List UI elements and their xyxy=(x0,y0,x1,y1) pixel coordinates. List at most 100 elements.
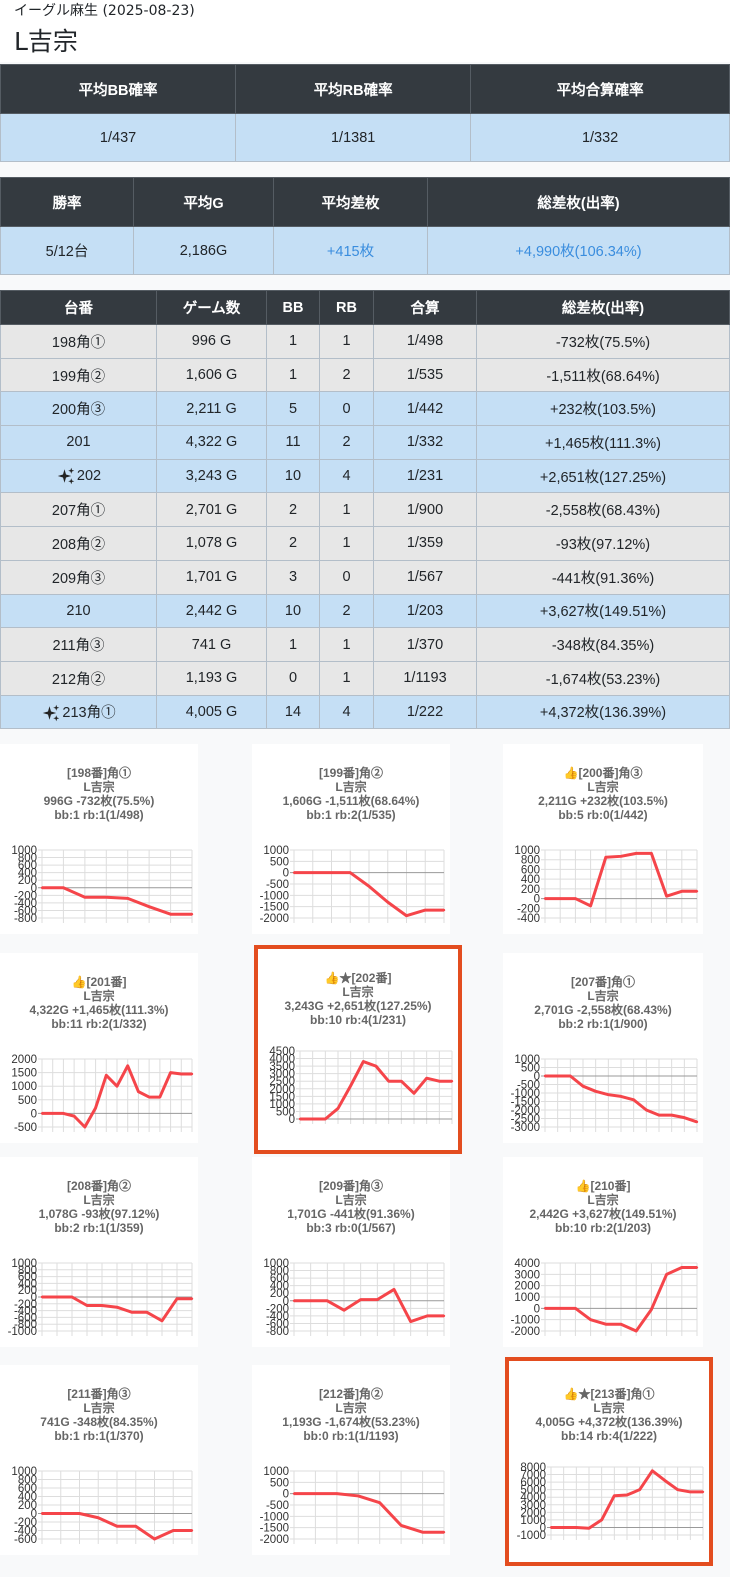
games-cell: 4,005 G xyxy=(156,694,267,730)
y-tick-label: 500 xyxy=(270,1477,289,1489)
chart-model: L吉宗 xyxy=(83,780,115,794)
col-total-prob[interactable]: 合算 xyxy=(373,290,477,325)
data-point xyxy=(83,1125,87,1129)
total-prob-cell: 1/1193 xyxy=(373,660,477,696)
chart-title: [208番]角② xyxy=(66,1179,131,1193)
y-tick-label: 200 xyxy=(270,1288,289,1300)
chart-bonus: bb:2 rb:1(1/900) xyxy=(558,1017,648,1031)
rb-cell-text: 4 xyxy=(342,703,351,720)
machine-number-text: 200角③ xyxy=(51,402,106,419)
table-row[interactable]: 212角② 1,193 G 0 1 1/1193 -1,674枚(53.23%) xyxy=(0,660,730,696)
y-tick-label: 600 xyxy=(521,864,540,876)
total-prob-cell: 1/498 xyxy=(373,324,477,359)
chart-summary: 2,211G +232枚(103.5%) xyxy=(538,794,668,808)
y-tick-label: 600 xyxy=(18,1483,37,1495)
data-point xyxy=(40,886,44,889)
data-point xyxy=(311,1117,314,1121)
chart-card[interactable]: 👍[201番] L吉宗 4,322G +1,465枚(111.3%) bb:11 rb… xyxy=(0,953,198,1143)
y-tick-label: -2000 xyxy=(511,1326,540,1338)
chart-summary: 2,701G -2,558枚(68.43%) xyxy=(534,1003,672,1017)
table-row[interactable]: 213角① 4,005 G 14 4 1/222 +4,372枚(136.39%) xyxy=(0,694,730,730)
table-row[interactable]: 200角③ 2,211 G 5 0 1/442 +232枚(103.5%) xyxy=(0,391,730,427)
data-point xyxy=(145,1311,149,1314)
chart-summary: 3,243G +2,651枚(127.25%) xyxy=(284,999,432,1013)
table-row[interactable]: 208角② 1,078 G 2 1 1/359 -93枚(97.12%) xyxy=(0,526,730,561)
rb-cell-text: 1 xyxy=(342,670,351,687)
data-point xyxy=(651,1469,654,1472)
machine-table: 台番 ゲーム数 BB RB 合算 総差枚(出率) 198角① 996 G 1 1 1/4… xyxy=(0,290,730,730)
rb-cell-text: 2 xyxy=(342,367,351,384)
y-tick-label: 200 xyxy=(18,875,37,887)
y-tick-label: 1000 xyxy=(11,1258,37,1270)
bb-cell: 14 xyxy=(266,694,320,730)
chart-bonus: bb:5 rb:0(1/442) xyxy=(558,808,648,822)
bb-cell: 3 xyxy=(266,559,320,595)
data-point xyxy=(683,1116,686,1119)
chart-card[interactable]: [199番]角② L吉宗 1,606G -1,511枚(68.64%) bb:1 rb… xyxy=(252,744,450,934)
win-rate-value: 5/12台 xyxy=(0,226,134,275)
data-point xyxy=(556,1074,559,1078)
chart-card[interactable]: [212番]角② L吉宗 1,193G -1,674枚(53.23%) bb:0 rb… xyxy=(252,1365,450,1555)
table-row[interactable]: 211角③ 741 G 1 1 1/370 -348枚(84.35%) xyxy=(0,627,730,662)
bb-cell-text: 10 xyxy=(284,468,302,485)
data-point xyxy=(367,885,371,888)
col-games[interactable]: ゲーム数 xyxy=(156,290,267,325)
avg-diff-header: 平均差枚 xyxy=(273,177,428,227)
chart-model: L吉宗 xyxy=(587,1193,619,1207)
y-tick-label: 1000 xyxy=(520,1515,546,1527)
col-rb[interactable]: RB xyxy=(319,290,374,325)
y-tick-label: 8000 xyxy=(520,1462,546,1474)
chart-summary: 1,701G -441枚(91.36%) xyxy=(287,1207,415,1221)
table-row[interactable]: 210 2,442 G 10 2 1/203 +3,627枚(149.51%) xyxy=(0,593,730,629)
col-machine-number[interactable]: 台番 xyxy=(0,290,157,325)
data-point xyxy=(581,1085,585,1088)
chart-card[interactable]: [207番]角① L吉宗 2,701G -2,558枚(68.43%) bb:2 rb… xyxy=(503,953,703,1143)
col-total-diff[interactable]: 総差枚(出率) xyxy=(476,290,730,325)
chart-card[interactable]: 👍[200番]角③ L吉宗 2,211G +232枚(103.5%) bb:5 rb:… xyxy=(503,744,703,934)
rb-cell: 4 xyxy=(319,694,374,730)
table-row[interactable]: 198角① 996 G 1 1 1/498 -732枚(75.5%) xyxy=(0,324,730,359)
y-tick-label: 800 xyxy=(18,1265,37,1277)
chart-card[interactable]: 👍★[202番] L吉宗 3,243G +2,651枚(127.25%) bb:10 … xyxy=(254,945,462,1154)
total-diff-cell-text: +1,465枚(111.3%) xyxy=(545,435,661,452)
data-point xyxy=(309,1299,312,1302)
data-point xyxy=(311,871,314,874)
y-tick-label: -1500 xyxy=(511,1097,540,1109)
data-point xyxy=(40,1512,44,1515)
y-tick-label: 1000 xyxy=(269,1099,295,1111)
data-point xyxy=(126,1064,129,1067)
y-tick-label: 200 xyxy=(521,884,540,896)
y-tick-label: 200 xyxy=(18,1285,37,1297)
table-row[interactable]: 207角① 2,701 G 2 1 1/900 -2,558枚(68.43%) xyxy=(0,492,730,528)
table-row[interactable]: 209角③ 1,701 G 3 0 1/567 -441枚(91.36%) xyxy=(0,559,730,595)
col-bb[interactable]: BB xyxy=(266,290,320,325)
data-point xyxy=(40,1112,44,1115)
chart-card[interactable]: [198番]角① L吉宗 996G -732枚(75.5%) bb:1 rb:1(1/… xyxy=(0,744,198,934)
table-row[interactable]: 199角② 1,606 G 1 2 1/535 -1,511枚(68.64%) xyxy=(0,357,730,393)
games-cell: 3,243 G xyxy=(156,458,267,494)
table-row[interactable]: 202 3,243 G 10 4 1/231 +2,651枚(127.25%) xyxy=(0,458,730,494)
y-tick-label: 2000 xyxy=(520,1507,546,1519)
data-point xyxy=(543,1307,547,1310)
chart-card[interactable]: [209番]角③ L吉宗 1,701G -441枚(91.36%) bb:3 rb:0… xyxy=(252,1157,450,1347)
chart-model: L吉宗 xyxy=(342,985,374,999)
data-point xyxy=(680,890,683,893)
data-point xyxy=(180,1072,183,1076)
data-point xyxy=(619,1323,623,1326)
chart-card[interactable]: 👍[210番] L吉宗 2,442G +3,627枚(149.51%) bb:10 r… xyxy=(503,1157,703,1347)
y-tick-label: 1000 xyxy=(11,1466,37,1478)
chart-card[interactable]: 👍★[213番]角① L吉宗 4,005G +4,372枚(136.39%) bb:1… xyxy=(505,1357,713,1566)
y-tick-label: 1000 xyxy=(514,845,540,857)
chart-card[interactable]: [208番]角② L吉宗 1,078G -93枚(97.12%) bb:2 rb:1(… xyxy=(0,1157,198,1347)
data-point xyxy=(450,1080,454,1083)
chart-summary: 4,322G +1,465枚(111.3%) xyxy=(29,1003,169,1017)
total-prob-cell-text: 1/442 xyxy=(406,400,444,417)
chart-title: 👍★[202番] xyxy=(324,971,392,985)
chart-card[interactable]: [211番]角③ L吉宗 741G -348枚(84.35%) bb:1 rb:1(1… xyxy=(0,1365,198,1555)
data-point xyxy=(589,904,592,908)
data-point xyxy=(378,1501,381,1504)
bb-cell-text: 3 xyxy=(288,569,298,586)
table-row[interactable]: 201 4,322 G 11 2 1/332 +1,465枚(111.3%) xyxy=(0,425,730,460)
